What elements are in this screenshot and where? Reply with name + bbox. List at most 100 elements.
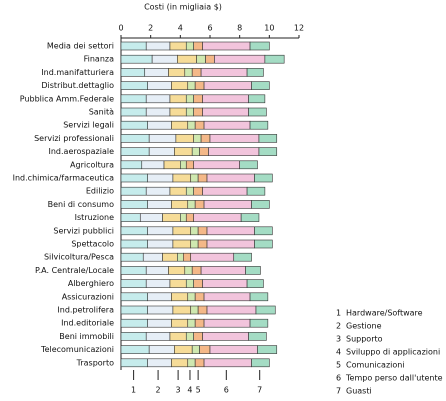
bar-segment — [120, 252, 144, 262]
legend-number: 4 — [336, 348, 341, 357]
bar-segment — [197, 226, 208, 236]
bar-segment — [172, 305, 192, 315]
bar-segment — [258, 134, 278, 143]
marker-label: 5 — [196, 386, 201, 395]
bar-segment — [168, 68, 186, 77]
bar-segment — [193, 186, 203, 196]
bar-segment — [163, 160, 181, 170]
bar-segment — [171, 318, 189, 328]
bar-segment — [185, 186, 194, 196]
bar-segment — [202, 186, 248, 196]
marker-label: 2 — [156, 386, 161, 395]
y-tick-label: Istruzione — [75, 213, 114, 222]
marker-label: 7 — [257, 386, 262, 395]
bar-segment — [193, 279, 203, 288]
bar-segment — [145, 41, 171, 51]
bar-segment — [171, 200, 189, 209]
bar-segment — [172, 226, 192, 236]
marker-label: 3 — [176, 386, 181, 395]
bar-segment — [187, 120, 196, 130]
bar-segment — [194, 81, 205, 90]
bar-segment — [120, 107, 147, 117]
bar-segment — [120, 173, 149, 183]
bar-segment — [197, 173, 208, 183]
bar-segment — [144, 68, 169, 77]
bar-segment — [184, 266, 193, 275]
bar-segment — [233, 252, 252, 262]
bar-segment — [183, 252, 192, 262]
bar-segment — [254, 226, 273, 236]
bar-segment — [187, 318, 196, 328]
bar-segment — [199, 345, 211, 354]
legend-number: 1 — [336, 309, 341, 318]
bar-segment — [246, 279, 264, 288]
y-tick-label: Ind.petrolifera — [57, 306, 114, 315]
bar-segment — [147, 200, 172, 209]
y-tick-label: P.A. Centrale/Locale — [35, 266, 114, 275]
y-tick-label: Trasporto — [76, 358, 114, 367]
bar-segment — [185, 160, 194, 170]
bar-segment — [206, 173, 255, 183]
legend-label: Guasti — [346, 387, 372, 396]
bar-segment — [251, 81, 270, 90]
bar-segment — [193, 107, 203, 117]
bar-segment — [147, 226, 174, 236]
bar-segment — [248, 107, 267, 117]
bar-segment — [147, 358, 172, 368]
bar-segment — [148, 147, 175, 156]
bar-segment — [214, 54, 266, 64]
bar-segment — [196, 54, 206, 64]
bar-segment — [190, 252, 235, 262]
x-tick-label: 2 — [148, 24, 153, 33]
bar-segment — [202, 94, 249, 104]
bar-segment — [258, 147, 278, 156]
bar-segment — [171, 81, 189, 90]
bar-segment — [185, 41, 194, 51]
x-tick-label: 6 — [207, 24, 212, 33]
bar-segment — [120, 68, 146, 77]
bar-segment — [194, 200, 205, 209]
bar-segment — [203, 292, 251, 302]
bar-segment — [120, 186, 147, 196]
y-tick-label: Alberghiero — [68, 279, 114, 288]
bar-segment — [190, 239, 199, 249]
bar-segment — [139, 213, 163, 222]
bar-segment — [209, 134, 260, 143]
bar-segment — [187, 358, 196, 368]
bar-segment — [254, 173, 273, 183]
y-tick-label: Ind.manifatturiera — [41, 68, 114, 77]
bar-segment — [240, 213, 260, 222]
bar-segment — [162, 213, 181, 222]
bar-segment — [187, 200, 196, 209]
bar-segment — [171, 358, 189, 368]
y-tick-label: Media dei settori — [47, 42, 114, 51]
bar-segment — [194, 120, 205, 130]
x-tick-label: 0 — [118, 24, 123, 33]
bar-segment — [199, 147, 209, 156]
bar-segment — [197, 305, 208, 315]
bar-segment — [191, 266, 202, 275]
bar-segment — [190, 173, 199, 183]
bar-segment — [175, 134, 194, 143]
bar-segment — [184, 68, 193, 77]
bar-segment — [185, 107, 194, 117]
bar-segment — [193, 160, 240, 170]
y-tick-label: Ind.chimica/farmaceutica — [13, 174, 114, 183]
bar-segment — [193, 332, 203, 341]
bar-segment — [185, 332, 194, 341]
bar-segment — [120, 200, 149, 209]
bar-segment — [187, 81, 196, 90]
bar-segment — [206, 239, 255, 249]
bar-segment — [171, 292, 189, 302]
bar-segment — [203, 120, 251, 130]
bar-segment — [203, 358, 252, 368]
bar-segment — [185, 94, 194, 104]
bar-segment — [200, 68, 248, 77]
x-tick-label: 4 — [178, 24, 183, 33]
legend-label: Supporto — [346, 335, 383, 344]
y-tick-label: Servizi legali — [63, 121, 114, 130]
bar-segment — [169, 41, 187, 51]
bar-segment — [147, 318, 172, 328]
bar-segment — [248, 94, 266, 104]
bar-segment — [206, 305, 257, 315]
